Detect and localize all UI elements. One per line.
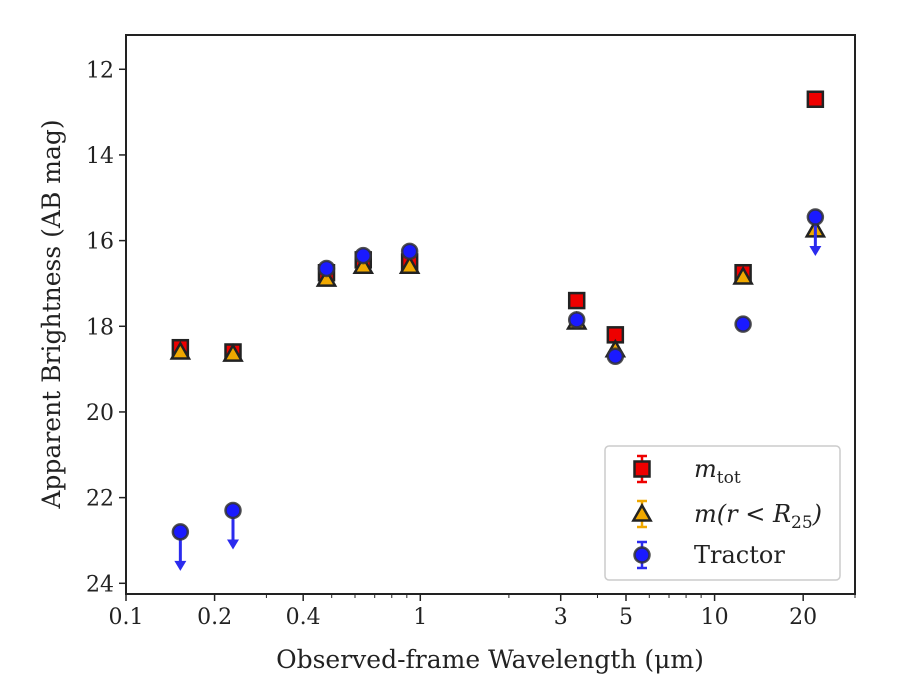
legend-label-subscript: 25 xyxy=(791,513,813,533)
y-tick-label: 14 xyxy=(86,144,114,169)
y-tick-label: 18 xyxy=(86,315,114,340)
legend-label: Tractor xyxy=(694,541,785,569)
legend-marker xyxy=(631,502,653,522)
legend-label-base: Tractor xyxy=(694,541,785,569)
data-point xyxy=(224,501,242,520)
x-tick-label: 3 xyxy=(554,605,568,630)
x-tick-label: 20 xyxy=(789,605,817,630)
data-point xyxy=(400,242,419,261)
x-tick-label: 5 xyxy=(619,605,633,630)
x-tick-label: 1 xyxy=(413,605,427,630)
data-point xyxy=(806,90,825,109)
data-point xyxy=(567,291,586,310)
y-tick-label: 12 xyxy=(86,58,114,83)
x-tick-label: 0.4 xyxy=(286,605,321,630)
data-point xyxy=(567,311,586,329)
upper-limit-arrow xyxy=(809,246,822,257)
data-point xyxy=(352,255,375,275)
data-marks xyxy=(169,90,827,571)
legend-marker xyxy=(633,460,651,478)
data-point xyxy=(734,315,752,333)
data-point xyxy=(606,347,625,366)
x-tick-label: 0.2 xyxy=(197,605,232,630)
plot-area-frame xyxy=(125,34,856,595)
legend-entry: mtot xyxy=(633,454,741,488)
upper-limit-arrow xyxy=(227,539,240,550)
legend-label-subscript: tot xyxy=(717,468,741,488)
legend-label-base: m xyxy=(694,455,717,483)
legend-label: mtot xyxy=(694,455,741,488)
axis-ticks: 0.1 0.2 0.4 1 3 5 10 20 12 14 16 18 20 22 24 xyxy=(86,58,856,630)
data-point xyxy=(317,259,336,278)
data-point xyxy=(398,255,421,275)
y-tick-label: 22 xyxy=(86,487,114,512)
data-point xyxy=(732,265,754,285)
data-point xyxy=(315,268,338,287)
legend-entry: Tractor xyxy=(633,540,785,570)
upper-limit-arrow xyxy=(174,560,187,571)
y-tick-label: 20 xyxy=(86,401,114,426)
data-point xyxy=(222,342,244,362)
legend: mtot m(r < R25) Tractor xyxy=(604,445,841,581)
data-point xyxy=(169,340,192,360)
data-point xyxy=(354,246,373,265)
y-tick-label: 24 xyxy=(86,572,114,597)
legend-label-suffix: ) xyxy=(812,500,822,528)
y-axis-title: Apparent Brightness (AB mag) xyxy=(37,119,66,509)
data-point xyxy=(806,208,825,226)
legend-entry: m(r < R25) xyxy=(631,499,822,533)
legend-label-base: m(r < R xyxy=(694,500,791,528)
x-tick-label: 0.1 xyxy=(109,605,144,630)
data-point xyxy=(171,523,190,541)
x-tick-label: 10 xyxy=(701,605,729,630)
legend-label: m(r < R25) xyxy=(694,500,822,533)
series-circle xyxy=(171,208,825,571)
x-axis-title: Observed-frame Wavelength (μm) xyxy=(276,645,704,674)
legend-marker xyxy=(633,546,651,564)
y-tick-label: 16 xyxy=(86,230,114,255)
legend-box xyxy=(604,445,841,581)
